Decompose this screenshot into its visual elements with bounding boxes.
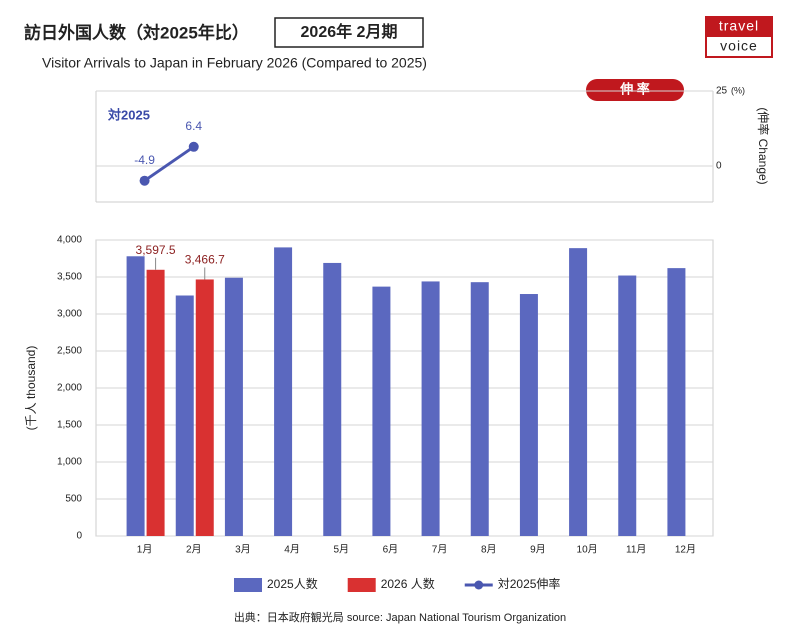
legend-swatch	[347, 578, 376, 592]
y-tick-label: 3,000	[57, 309, 82, 320]
y2-tick-label: 0	[716, 161, 722, 172]
period: 2026年 2月期	[301, 22, 398, 41]
data-label: 6.4	[185, 119, 202, 133]
y-tick-label: 500	[65, 494, 82, 505]
period-box	[274, 17, 424, 48]
bar	[667, 268, 686, 536]
x-tick-label: 6月	[383, 544, 399, 556]
x-tick-label: 7月	[432, 544, 448, 556]
badge	[586, 79, 684, 101]
source: 出典：日本政府観光局 source: Japan National Touris…	[234, 610, 566, 624]
chart-title: 訪日外国人数（対2025年比）	[24, 22, 249, 42]
y-tick-label: 2,500	[57, 346, 82, 357]
panel-label: 対2025	[107, 107, 150, 122]
bar	[323, 262, 342, 536]
badge-text: 伸 率	[619, 81, 650, 96]
subtitle: Visitor Arrivals to Japan in February 20…	[42, 55, 427, 71]
line-point	[139, 175, 150, 186]
bar	[274, 247, 293, 536]
y-axis-label: (千人 thousand)	[24, 346, 38, 431]
bar	[618, 275, 637, 536]
logo-text: voice	[720, 38, 758, 54]
y-tick-label: 4,000	[57, 235, 82, 246]
bar	[224, 277, 243, 536]
logo-band	[706, 17, 772, 37]
y2-tick-label: 25	[716, 86, 728, 97]
bar	[146, 269, 165, 536]
x-tick-label: 12月	[675, 544, 696, 556]
x-tick-label: 4月	[284, 544, 300, 556]
legend-label: 対2025伸率	[498, 576, 561, 591]
data-label: 3,597.5	[136, 243, 176, 257]
y-tick-label: 1,500	[57, 420, 82, 431]
x-tick-label: 2月	[186, 544, 202, 556]
bar	[195, 279, 214, 536]
legend-label: 2026 人数	[381, 576, 435, 591]
legend-swatch	[234, 578, 262, 592]
y-tick-label: 1,000	[57, 457, 82, 468]
legend-swatch	[474, 580, 484, 590]
bar	[470, 282, 489, 536]
bar	[569, 248, 588, 536]
x-tick-label: 9月	[530, 544, 546, 556]
data-label: 3,466.7	[185, 253, 225, 267]
legend-label: 2025人数	[267, 576, 318, 591]
bar	[175, 295, 194, 536]
bar	[372, 286, 391, 536]
line	[143, 145, 195, 182]
bar	[421, 281, 440, 536]
x-tick-label: 3月	[235, 544, 251, 556]
y-tick-label: 3,500	[57, 272, 82, 283]
logo-text: travel	[719, 18, 759, 34]
y2-axis-label: (伸率 Change)	[756, 107, 771, 184]
x-tick-label: 8月	[481, 544, 497, 556]
y-tick-label: 2,000	[57, 383, 82, 394]
bar	[519, 294, 538, 536]
x-tick-label: 10月	[577, 544, 598, 556]
x-tick-label: 11月	[626, 544, 646, 556]
data-label: -4.9	[134, 153, 155, 167]
y-tick-label: 0	[76, 531, 82, 542]
x-tick-label: 1月	[137, 544, 153, 556]
line-point	[188, 141, 199, 152]
y2-unit: (%)	[731, 85, 745, 95]
x-tick-label: 5月	[333, 544, 349, 556]
bar	[126, 256, 145, 536]
